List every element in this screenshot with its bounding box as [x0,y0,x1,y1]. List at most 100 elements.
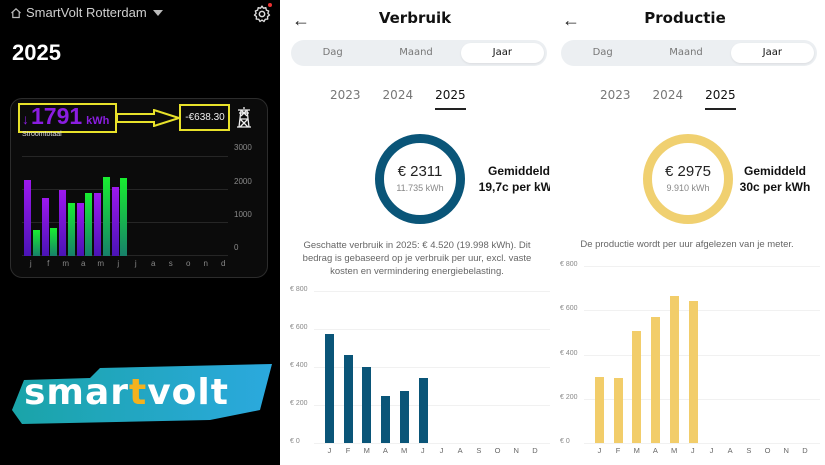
year-2024[interactable]: 2024 [652,88,684,102]
kwh-value: 11.735 kWh [396,183,444,193]
x-label: j [134,259,137,268]
month-bar[interactable] [399,390,409,443]
y-tick: € 0 [560,438,570,445]
highlight-box-kwh [18,103,117,133]
y-tick: € 600 [560,305,578,313]
month-bar[interactable] [362,367,372,443]
revenue-value: € 2975 [665,163,711,180]
x-label: J [420,446,425,455]
month-bar[interactable] [343,354,353,443]
x-label: J [327,446,332,455]
back-arrow-icon[interactable]: ← [292,10,310,30]
x-label: N [783,446,789,455]
location-selector[interactable]: SmartVolt Rotterdam [10,5,163,20]
x-label: D [802,446,808,455]
month-bar[interactable] [669,295,679,443]
tab-jaar[interactable]: Jaar [460,43,544,63]
grid-line [584,266,820,267]
consumption-bar [24,180,31,256]
x-label: J [439,446,444,455]
tab-jaar[interactable]: Jaar [730,43,814,63]
grid-line [314,405,550,406]
y-tick: 1000 [234,210,252,219]
kwh-value: 9.910 kWh [666,183,710,193]
year-2023[interactable]: 2023 [330,88,361,102]
month-bar[interactable] [613,377,623,443]
month-bar[interactable] [595,376,604,443]
location-name: SmartVolt Rotterdam [26,5,147,20]
description: De productie wordt per uur afgelezen van… [580,239,794,250]
grid-line [584,398,820,400]
grid-line [584,310,820,312]
x-label: A [652,446,658,455]
production-bar [102,176,110,256]
production-bar [85,193,92,256]
gear-icon[interactable] [252,4,272,24]
x-label: A [382,446,388,455]
x-label: a [151,259,156,268]
consumption-bar [41,198,49,256]
year-selector: 2023 2024 2025 [600,88,736,110]
grid-line [584,443,820,444]
logo-text: smartvolt [24,372,229,413]
x-label: d [221,259,226,268]
tab-dag[interactable]: Dag [592,47,613,58]
average-price: Gemiddeld 19,7c per kWh [474,163,564,195]
x-label: s [168,259,173,268]
production-bar [67,203,75,256]
y-tick: € 400 [290,362,308,369]
x-label: A [457,446,463,455]
month-bar[interactable] [325,333,334,443]
smartvolt-logo [12,364,272,424]
x-label: F [345,446,351,455]
power-pylon-icon [237,107,251,128]
month-bar[interactable] [651,316,661,443]
x-label: o [186,259,191,268]
x-label: m [62,259,70,268]
year-2025[interactable]: 2025 [705,88,736,110]
productie-bar-chart: € 800 € 600 € 400 € 200 € 0 J F M A M J J A S O N D [556,260,820,465]
x-label: O [494,446,501,455]
month-bar[interactable] [418,378,428,443]
kwh-unit: kWh [86,115,110,127]
revenue-ring: € 2975 9.910 kWh [643,134,733,224]
consumption-bar [111,186,119,256]
x-label: n [203,259,208,268]
x-label: J [597,446,602,455]
month-bar[interactable] [632,331,642,443]
year-2023[interactable]: 2023 [600,88,631,102]
x-label: D [532,446,538,455]
consumption-bar [94,193,101,256]
production-bar [120,178,127,256]
energy-bar-chart: 3000 2000 1000 0 [20,140,260,275]
x-label: M [363,446,370,455]
x-label: J [709,446,714,455]
back-arrow-icon[interactable]: ← [562,10,580,30]
grid-line [314,367,550,368]
year-2025[interactable]: 2025 [435,88,466,110]
x-axis-labels: j f m a m j j a s o n d [22,259,232,268]
average-value: 19,7c per kWh [478,180,560,194]
tab-maand[interactable]: Maand [399,47,433,58]
page-title: Productie [644,9,726,27]
year-2024[interactable]: 2024 [382,88,414,102]
bars [20,140,230,256]
grid-line [314,443,550,444]
productie-screen: ← Productie Dag Maand Jaar 2023 2024 202… [550,0,820,465]
average-label: Gemiddeld [743,164,806,178]
month-bar[interactable] [381,395,391,443]
y-tick: € 200 [560,393,578,401]
consumption-bar [59,190,66,256]
tab-maand[interactable]: Maand [669,47,703,58]
highlight-box-money [179,104,230,131]
y-tick: € 400 [560,349,578,357]
callout-arrow-icon [116,109,180,127]
kwh-number: 1791 [31,103,83,129]
tab-dag[interactable]: Dag [322,47,343,58]
period-tabs: Dag Maand Jaar [561,40,817,66]
period-tabs: Dag Maand Jaar [291,40,547,66]
month-bar[interactable] [688,301,698,443]
x-label: J [690,446,695,455]
